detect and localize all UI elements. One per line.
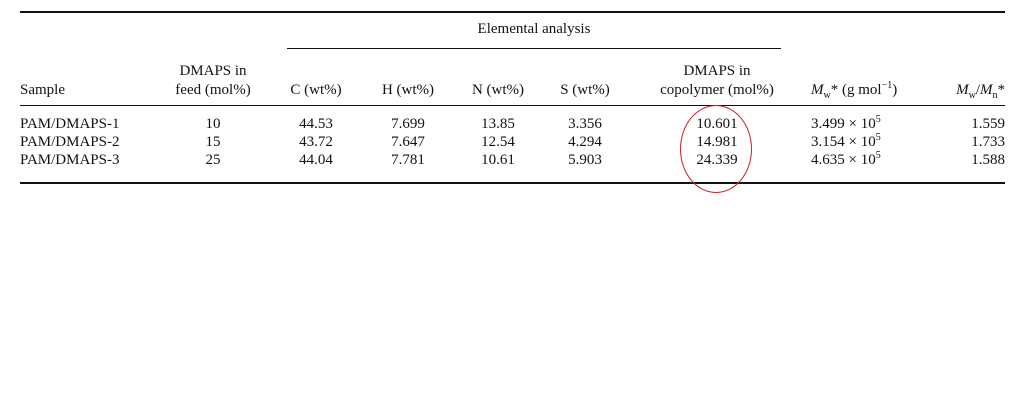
- cell-feed: 15: [205, 134, 221, 150]
- cell-sample: PAM/DMAPS-3: [20, 152, 120, 168]
- header-n: N (wt%): [471, 82, 525, 98]
- header-copoly-line1: DMAPS in: [683, 63, 751, 79]
- mw-exponent: 5: [875, 114, 881, 125]
- mw-mantissa: 3.154 × 10: [811, 134, 876, 150]
- mw-sub: w: [823, 90, 831, 101]
- cell-s: 5.903: [568, 152, 602, 168]
- header-sample: Sample: [20, 82, 65, 98]
- group-header-underline: [287, 48, 781, 49]
- cell-n: 13.85: [481, 116, 515, 132]
- cell-feed: 25: [205, 152, 221, 168]
- cell-s: 4.294: [568, 134, 602, 150]
- mw-unit-exp: −1: [881, 80, 893, 91]
- cell-s: 3.356: [568, 116, 602, 132]
- header-c: C (wt%): [290, 82, 342, 98]
- header-pdi: Mw/Mn*: [956, 82, 1006, 101]
- cell-pdi: 1.588: [971, 152, 1005, 168]
- cell-c: 43.72: [299, 134, 333, 150]
- cell-mw: 4.635 × 105: [811, 150, 881, 169]
- header-feed-line1: DMAPS in: [179, 63, 247, 79]
- cell-pdi: 1.733: [971, 134, 1005, 150]
- mw-mantissa: 4.635 × 10: [811, 152, 876, 168]
- red-circle-annotation: [680, 105, 752, 193]
- cell-sample: PAM/DMAPS-2: [20, 134, 120, 150]
- bottom-rule: [20, 182, 1005, 184]
- cell-mw: 3.154 × 105: [811, 132, 881, 151]
- cell-h: 7.647: [391, 134, 425, 150]
- header-feed-line2: feed (mol%): [175, 82, 251, 98]
- mw-unit: (g mol: [841, 82, 882, 98]
- pdi-sub1: w: [968, 90, 976, 101]
- mw-exponent: 5: [875, 132, 881, 143]
- cell-n: 10.61: [481, 152, 515, 168]
- header-s: S (wt%): [560, 82, 610, 98]
- mw-unit-close: ): [892, 82, 898, 98]
- mw-exponent: 5: [875, 150, 881, 161]
- pdi-m1: M: [956, 82, 969, 98]
- pdi-star: *: [997, 82, 1006, 98]
- pdi-m2: M: [980, 82, 993, 98]
- pdi-slash: /: [975, 82, 980, 98]
- cell-h: 7.699: [391, 116, 425, 132]
- mw-mantissa: 3.499 × 10: [811, 116, 876, 132]
- cell-feed: 10: [205, 116, 221, 132]
- cell-mw: 3.499 × 105: [811, 114, 881, 133]
- cell-pdi: 1.559: [971, 116, 1005, 132]
- mw-symbol: M: [811, 82, 824, 98]
- mw-star: *: [830, 82, 839, 98]
- cell-n: 12.54: [481, 134, 515, 150]
- top-rule: [20, 11, 1005, 13]
- header-h: H (wt%): [381, 82, 435, 98]
- group-header-elemental-analysis: Elemental analysis: [477, 21, 591, 37]
- cell-c: 44.04: [299, 152, 333, 168]
- pdi-sub2: n: [992, 90, 998, 101]
- header-rule: [20, 105, 1005, 106]
- header-mw: Mw* (g mol−1): [811, 80, 898, 101]
- cell-h: 7.781: [391, 152, 425, 168]
- cell-c: 44.53: [299, 116, 333, 132]
- cell-sample: PAM/DMAPS-1: [20, 116, 120, 132]
- header-copoly-line2: copolymer (mol%): [660, 82, 774, 98]
